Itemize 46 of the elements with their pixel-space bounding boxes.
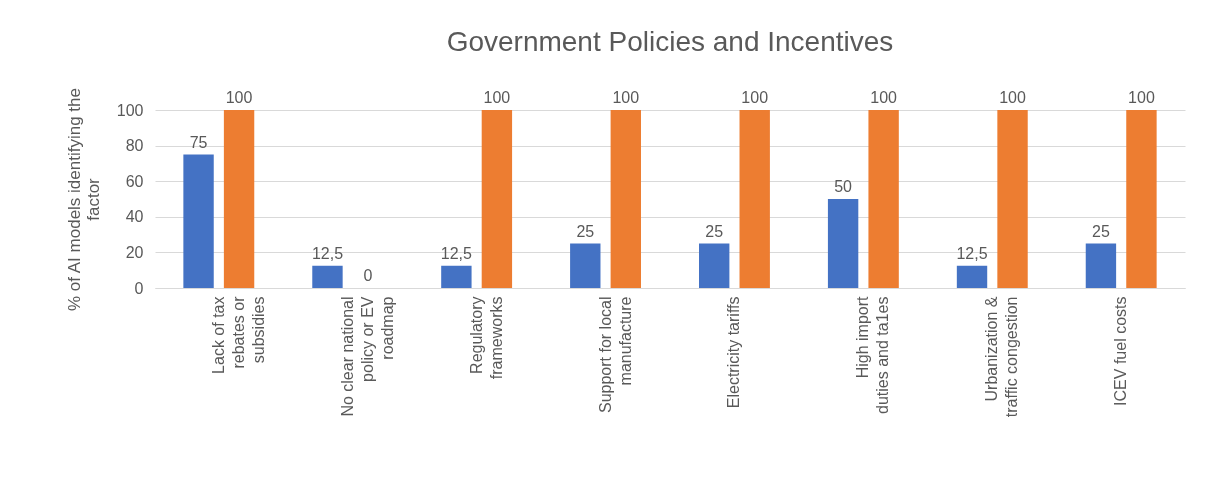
bar bbox=[481, 110, 513, 288]
data-label: 100 bbox=[741, 89, 769, 106]
data-label: 12,5 bbox=[440, 244, 473, 262]
y-tick-label: 40 bbox=[125, 208, 144, 226]
bar bbox=[570, 243, 601, 288]
x-tick-label: Regulatory frameworks bbox=[467, 296, 505, 380]
bar bbox=[610, 110, 641, 288]
data-label: 100 bbox=[483, 89, 511, 106]
bar bbox=[868, 110, 899, 288]
bar bbox=[441, 265, 472, 288]
bar bbox=[1126, 110, 1157, 288]
bar bbox=[223, 110, 255, 288]
bar bbox=[827, 199, 859, 288]
data-label: 12,5 bbox=[311, 244, 344, 262]
data-label: 100 bbox=[999, 89, 1026, 106]
data-label: 50 bbox=[834, 178, 853, 195]
bar bbox=[312, 265, 343, 288]
bar bbox=[183, 154, 214, 288]
data-label: 12,5 bbox=[956, 244, 988, 262]
y-tick-label: 100 bbox=[116, 101, 144, 119]
x-tick-label: Support for local manufacture bbox=[596, 296, 634, 414]
data-label: 25 bbox=[705, 222, 724, 240]
y-tick-label: 60 bbox=[125, 172, 144, 190]
data-label: 100 bbox=[1128, 89, 1155, 106]
bar bbox=[997, 110, 1028, 288]
y-tick-label: 0 bbox=[134, 279, 144, 297]
y-tick-label: 80 bbox=[125, 137, 144, 155]
x-tick-label: No clear national policy or EV roadmap bbox=[338, 296, 396, 417]
data-label: 100 bbox=[870, 89, 898, 106]
y-tick-label: 20 bbox=[125, 243, 144, 261]
data-label: 75 bbox=[189, 133, 208, 151]
data-label: 100 bbox=[225, 89, 253, 106]
x-tick-label: Electricity tariffs bbox=[725, 296, 743, 409]
data-label: 100 bbox=[612, 89, 640, 106]
bar bbox=[699, 243, 730, 288]
x-tick-label: ICEV fuel costs bbox=[1112, 296, 1130, 406]
chart-title: Government Policies and Incentives bbox=[446, 26, 894, 58]
y-axis-title: % of AI models identifying the factor bbox=[64, 87, 103, 312]
x-tick-label: Lack of tax rebates or subsidies bbox=[209, 295, 267, 374]
x-tick-label: High import duties and ta1es bbox=[854, 295, 892, 414]
data-label: 0 bbox=[363, 267, 373, 284]
bar bbox=[956, 265, 988, 288]
bar bbox=[1085, 243, 1117, 288]
bar bbox=[739, 110, 770, 288]
data-label: 25 bbox=[1092, 222, 1110, 240]
data-label: 25 bbox=[576, 222, 595, 240]
